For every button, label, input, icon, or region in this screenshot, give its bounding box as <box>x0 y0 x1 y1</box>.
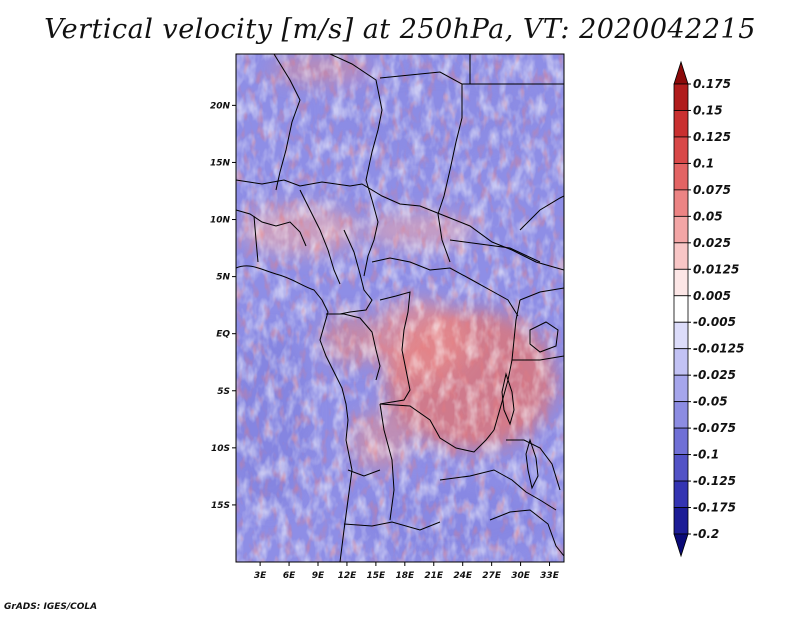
colorbar-label: 0.05 <box>693 209 723 223</box>
lat-tick-label: 5S <box>217 387 230 397</box>
colorbar-label: -0.2 <box>693 527 719 541</box>
grads-credit: GrADS: IGES/COLA <box>4 602 98 612</box>
map-frame <box>235 53 565 563</box>
lon-tick-label: 18E <box>395 571 415 581</box>
colorbar-swatch <box>673 268 689 297</box>
border-cameroon <box>339 229 373 315</box>
colorbar-swatch <box>673 83 689 111</box>
lon-tick-label: 27E <box>482 571 502 581</box>
lake-malawi <box>525 438 539 490</box>
colorbar-label: -0.075 <box>693 421 736 435</box>
border-gulf-guinea <box>236 209 307 247</box>
lat-tick-label: 5N <box>216 273 230 283</box>
border-chad-sudan <box>379 71 463 263</box>
lon-tick-label: 33E <box>540 571 560 581</box>
colorbar-swatch <box>673 295 689 323</box>
colorbar: 0.175 0.15 0.125 0.1 0.075 0.05 0.025 0.0125 0.0… <box>673 60 744 558</box>
border-drc-angola <box>379 403 495 453</box>
country-borders <box>236 54 564 562</box>
map-title: Vertical velocity [m/s] at 250hPa, VT: 2… <box>44 14 756 45</box>
lat-tick-label: 15N <box>210 158 231 168</box>
lon-tick-label: 9E <box>312 571 325 581</box>
colorbar-swatch <box>673 321 689 350</box>
lat-tick-label: 20N <box>210 101 231 111</box>
colorbar-label: -0.025 <box>693 368 736 382</box>
border-malawi <box>506 439 561 491</box>
colorbar-swatch <box>673 348 689 376</box>
lon-tick-label: 21E <box>424 571 444 581</box>
colorbar-label: 0.025 <box>693 236 731 250</box>
border-niger-libya <box>329 54 383 277</box>
border-east-2 <box>519 287 564 301</box>
colorbar-label: -0.05 <box>693 395 728 409</box>
coastline-west <box>236 265 353 562</box>
colorbar-swatch <box>673 136 689 164</box>
lake-victoria <box>529 321 559 353</box>
border-mali-niger <box>273 54 301 191</box>
colorbar-label: 0.1 <box>693 156 714 170</box>
border-mozambique <box>489 509 564 557</box>
border-car <box>371 257 519 317</box>
border-congo-gabon <box>326 313 381 381</box>
border-sudan-ssudan <box>449 239 541 263</box>
colorbar-swatch <box>673 163 689 191</box>
border-drc <box>379 291 411 405</box>
border-tanzania <box>512 355 564 361</box>
lon-axis: 3E 6E 9E 12E 15E 18E 21E 24E 27E 30E 33E <box>254 562 560 581</box>
colorbar-bottom-arrow <box>673 533 689 558</box>
border-ethiopia <box>519 195 564 231</box>
lake-tanganyika <box>501 372 515 426</box>
lon-tick-label: 15E <box>367 571 387 581</box>
border-southwest <box>347 469 381 477</box>
colorbar-swatch <box>673 454 689 482</box>
lon-tick-label: 30E <box>511 571 531 581</box>
border-nigeria <box>299 189 341 285</box>
colorbar-swatch <box>673 507 689 535</box>
colorbar-label: -0.0125 <box>693 342 744 356</box>
lon-tick-label: 6E <box>283 571 296 581</box>
colorbar-swatch <box>673 374 689 403</box>
lat-tick-label: 10N <box>210 216 231 226</box>
lat-tick-label: EQ <box>216 330 230 340</box>
colorbar-label: 0.175 <box>693 77 731 91</box>
colorbar-label: 0.125 <box>693 130 731 144</box>
colorbar-label: -0.1 <box>693 448 719 462</box>
colorbar-swatch <box>673 189 689 217</box>
colorbar-swatch <box>673 427 689 455</box>
lat-tick-label: 15S <box>211 501 230 511</box>
colorbar-swatch <box>673 242 689 270</box>
field-texture-red <box>236 54 564 562</box>
colorbar-swatch <box>673 110 689 138</box>
colorbar-label: -0.005 <box>693 315 736 329</box>
border-sahel <box>236 179 564 271</box>
colorbar-label: -0.175 <box>693 501 736 515</box>
border-angola-zambia <box>379 403 395 521</box>
colorbar-label: 0.005 <box>693 289 731 303</box>
colorbar-swatch <box>673 480 689 508</box>
lat-tick-label: 10S <box>211 444 230 454</box>
colorbar-top-arrow <box>673 60 689 85</box>
lat-axis: 20N 15N 10N 5N EQ 5S 10S 15S <box>210 101 236 511</box>
lon-tick-label: 12E <box>338 571 358 581</box>
colorbar-swatch <box>673 215 689 244</box>
lon-tick-label: 24E <box>453 571 473 581</box>
border-namibia <box>343 521 441 531</box>
border-zambia <box>439 469 557 511</box>
colorbar-label: -0.125 <box>693 474 736 488</box>
colorbar-label: 0.0125 <box>693 262 739 276</box>
velocity-field <box>236 54 564 562</box>
colorbar-label: 0.075 <box>693 183 731 197</box>
lon-tick-label: 3E <box>254 571 267 581</box>
colorbar-label: 0.15 <box>693 103 723 117</box>
border-ivory-ghana <box>253 215 259 263</box>
colorbar-swatch <box>673 401 689 429</box>
